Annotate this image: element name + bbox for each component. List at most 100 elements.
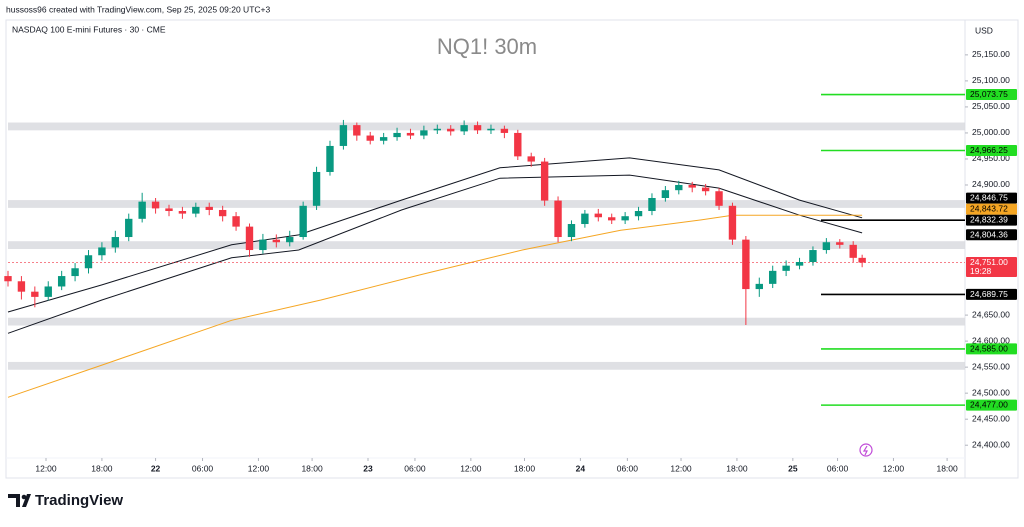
candle-body — [675, 184, 683, 191]
x-tick-label: 06:00 — [404, 463, 426, 473]
moving-average — [7, 214, 863, 398]
price-label: 24,846.75 — [970, 193, 1008, 203]
x-tick-label: 12:00 — [248, 463, 270, 473]
price-label: 24,477.00 — [970, 400, 1008, 410]
candle-body — [849, 244, 857, 258]
candle-body — [634, 211, 643, 217]
zone — [8, 200, 965, 208]
candle-body — [420, 130, 428, 136]
y-tick-label: 25,000.00 — [972, 127, 1010, 137]
y-tick-label: 24,600.00 — [972, 335, 1010, 345]
candle-body — [769, 270, 777, 284]
x-tick-label: 25 — [788, 463, 798, 473]
price-label-box — [966, 203, 1017, 215]
candle-body — [514, 132, 522, 157]
candle-body — [554, 200, 562, 238]
candle-body — [17, 281, 26, 292]
candle-body — [648, 197, 656, 212]
candle-body — [178, 211, 187, 214]
zone — [8, 122, 965, 131]
header: hussoss96 created with TradingView.com, … — [6, 4, 270, 14]
logo-dot — [21, 494, 27, 500]
candle-body — [433, 128, 441, 131]
brand-logo: TradingView — [8, 492, 123, 509]
candle-body — [393, 132, 401, 138]
candle-body — [809, 250, 817, 263]
plot: 25,150.00 25,100.00 25,050.00 25,000.00 24,9… — [4, 49, 1010, 473]
candle-body — [138, 201, 146, 219]
candle-body — [782, 265, 790, 271]
candle-body — [232, 216, 240, 227]
x-tick-label: 18:00 — [936, 463, 958, 473]
candle-body — [836, 242, 844, 245]
price-label: 24,832.39 — [970, 215, 1008, 225]
y-tick-label: 25,150.00 — [972, 49, 1010, 59]
candle-body — [205, 206, 213, 210]
y-tick-label: 24,550.00 — [972, 361, 1010, 371]
candle-body — [111, 237, 120, 248]
y-tick-label: 24,500.00 — [972, 387, 1010, 397]
candle-body — [125, 218, 133, 238]
candle-body — [701, 187, 710, 192]
candle-body — [4, 276, 12, 282]
price-label-box — [966, 89, 1017, 101]
candle-body — [661, 190, 670, 198]
candle-body — [608, 217, 616, 221]
candle-body — [742, 239, 750, 290]
y-tick-label: 24,450.00 — [972, 413, 1010, 423]
candle-body — [473, 125, 482, 131]
x-tick-label: 24 — [576, 463, 586, 473]
alert-circle[interactable] — [859, 443, 873, 457]
logo-slash — [22, 494, 31, 507]
candle-body — [326, 145, 334, 172]
y-tick-label: 24,400.00 — [972, 439, 1010, 449]
candle-body — [71, 268, 79, 277]
candle-body — [259, 239, 267, 251]
candle-body — [312, 171, 321, 206]
price-label: 24,585.00 — [970, 343, 1008, 353]
symbol-description: NASDAQ 100 E-mini Futures · 30 · CME — [12, 24, 166, 34]
brand-name: TradingView — [35, 492, 123, 509]
x-tick-label: 06:00 — [192, 463, 214, 473]
zone — [8, 317, 965, 326]
candle-body — [755, 283, 763, 290]
y-tick-label: 25,050.00 — [972, 101, 1010, 111]
candle-body — [98, 247, 106, 256]
alert-bolt[interactable] — [862, 445, 868, 456]
candle-body — [31, 291, 39, 297]
x-tick-label: 23 — [363, 463, 373, 473]
candle-body — [487, 128, 495, 131]
x-tick-label: 18:00 — [91, 463, 113, 473]
candle-body — [581, 213, 589, 225]
price-label: 25,073.75 — [970, 89, 1008, 99]
candle-body — [84, 255, 93, 269]
candle-body — [715, 191, 723, 206]
candle-body — [339, 125, 348, 146]
x-tick-label: 18:00 — [514, 463, 536, 473]
price-label-box — [966, 257, 1017, 278]
y-tick-label: 24,650.00 — [972, 309, 1010, 319]
candle-body — [245, 226, 254, 251]
candle-body — [165, 208, 173, 212]
candle-body — [44, 286, 52, 297]
watermark-title: NQ1! 30m — [437, 34, 537, 59]
candle-body — [621, 216, 629, 221]
x-tick-label: 18:00 — [301, 463, 323, 473]
logo-mark — [8, 494, 20, 507]
candle-body — [286, 237, 294, 243]
x-tick-label: 22 — [151, 463, 161, 473]
candle-body — [406, 132, 415, 136]
candle-body — [527, 156, 535, 162]
price-label: 24,966.25 — [970, 145, 1008, 155]
candle-body — [218, 209, 227, 217]
price-label-box — [966, 214, 1017, 226]
candle-body — [151, 201, 160, 209]
alert-icon[interactable] — [859, 443, 873, 457]
price-label-box — [966, 145, 1017, 157]
y-tick-label: 25,100.00 — [972, 75, 1010, 85]
candle-body — [594, 213, 602, 218]
chart-frame — [5, 19, 1019, 479]
candle-body — [858, 257, 866, 263]
x-tick-label: 12:00 — [670, 463, 692, 473]
